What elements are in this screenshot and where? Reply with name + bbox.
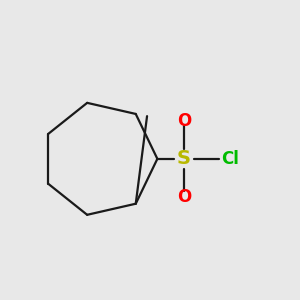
- Text: S: S: [177, 149, 191, 168]
- Text: O: O: [177, 188, 191, 206]
- Text: Cl: Cl: [221, 150, 238, 168]
- Text: O: O: [177, 112, 191, 130]
